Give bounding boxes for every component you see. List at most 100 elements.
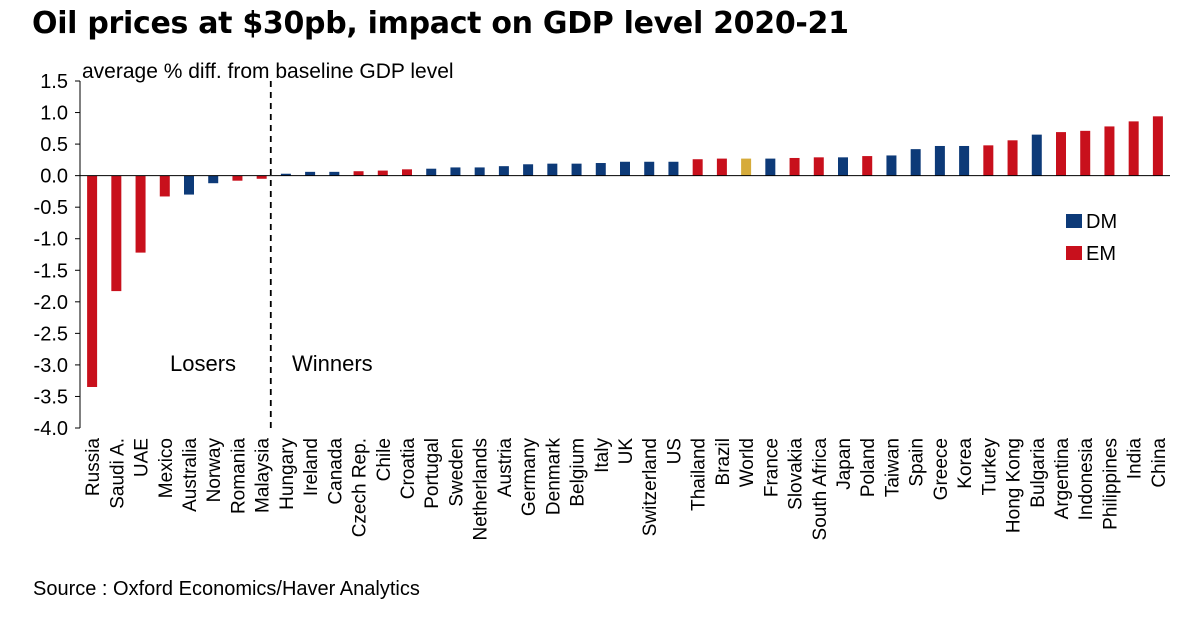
bar-uae [135, 175, 146, 253]
x-tick-label: Portugal [422, 438, 443, 509]
y-tick-label: -3.5 [34, 386, 68, 408]
bar-hungary [280, 173, 291, 176]
bar-denmark [547, 163, 558, 176]
source-note: Source : Oxford Economics/Haver Analytic… [33, 578, 420, 600]
x-tick-label: Switzerland [640, 438, 661, 536]
y-tick-label: 1.0 [40, 103, 68, 125]
bar-canada [329, 171, 340, 176]
x-tick-label: Ireland [301, 438, 322, 496]
x-tick-label: China [1149, 438, 1170, 488]
bar-spain [910, 149, 921, 176]
bar-hong-kong [1007, 140, 1018, 176]
x-tick-label: Argentina [1052, 438, 1073, 520]
x-tick-label: Canada [325, 438, 346, 505]
x-tick-label: Brazil [713, 438, 734, 486]
x-tick-label: Hungary [277, 438, 298, 510]
bar-world [741, 158, 752, 176]
bar-poland [862, 156, 873, 176]
bar-australia [184, 175, 194, 195]
bar-bulgaria [1031, 134, 1042, 176]
x-tick-label: Norway [204, 438, 225, 503]
x-tick-labels: Russia Saudi A. UAE Mexico Australia Norway Ro… [83, 437, 1170, 540]
x-tick-label: US [664, 438, 685, 464]
x-tick-label: Mexico [156, 438, 177, 498]
x-tick-label: Indonesia [1076, 438, 1097, 521]
x-tick-label: Poland [858, 438, 879, 497]
bar-sweden [450, 167, 461, 176]
x-tick-label: Philippines [1100, 438, 1121, 530]
bar-south-africa [813, 157, 824, 176]
bar-brazil [716, 158, 727, 176]
losers-annotation: Losers [170, 351, 236, 376]
winners-annotation: Winners [292, 351, 373, 376]
bar-thailand [692, 159, 703, 176]
x-tick-label: Netherlands [471, 438, 492, 540]
x-tick-label: Bulgaria [1028, 438, 1049, 508]
y-tick-label: 0.5 [40, 134, 68, 156]
chart-title: Oil prices at $30pb, impact on GDP level… [32, 6, 849, 41]
x-tick-label: UAE [132, 438, 153, 477]
x-tick-label: Slovakia [786, 438, 807, 510]
x-tick-label: Spain [907, 438, 928, 487]
y-tick-label: -4.0 [34, 418, 68, 440]
bar-philippines [1104, 126, 1115, 176]
x-tick-label: Taiwan [882, 438, 903, 497]
x-tick-label: India [1125, 438, 1146, 480]
bar-china [1152, 116, 1163, 176]
x-tick-label: Denmark [543, 437, 564, 515]
bar-germany [523, 164, 534, 176]
x-tick-label: Chile [374, 438, 395, 481]
y-tick-label: -2.0 [34, 292, 68, 314]
x-tick-label: Sweden [446, 438, 467, 507]
legend-swatch-dm [1066, 214, 1082, 228]
y-axis-label: average % diff. from baseline GDP level [82, 60, 454, 83]
legend: DM EM [1066, 211, 1117, 265]
bar-indonesia [1080, 130, 1091, 176]
legend-label-dm: DM [1086, 211, 1117, 233]
x-tick-label: World [737, 438, 758, 487]
x-tick-label: Australia [180, 438, 201, 512]
bar-czech-rep [353, 171, 364, 176]
x-tick-label: Czech Rep. [350, 438, 371, 537]
bar-austria [498, 166, 509, 176]
bar-russia [87, 175, 98, 387]
x-tick-label: Japan [834, 438, 855, 490]
bar-romania [232, 175, 243, 181]
x-tick-label: Germany [519, 438, 540, 517]
x-tick-label: Saudi A. [107, 438, 128, 509]
x-tick-label: Romania [228, 438, 249, 514]
bar-uk [620, 161, 630, 176]
x-tick-label: Malaysia [253, 438, 274, 513]
x-tick-label: Italy [592, 438, 613, 473]
legend-swatch-em [1066, 246, 1082, 260]
y-tick-label: -1.0 [34, 229, 68, 251]
bar-switzerland [644, 161, 655, 176]
bar-france [765, 158, 776, 176]
x-tick-label: Croatia [398, 438, 419, 500]
y-tick-label: -3.0 [34, 355, 68, 377]
y-axis: 1.5 1.0 0.5 0.0 -0.5 -1.0 -1.5 -2.0 -2.5 -3.0 -3.5… [34, 71, 81, 440]
x-tick-label: Korea [955, 438, 976, 489]
bars [87, 116, 1163, 387]
bar-taiwan [886, 155, 897, 176]
bar-slovakia [789, 157, 800, 176]
bar-norway [208, 175, 219, 184]
x-tick-label: Turkey [979, 438, 1000, 496]
bar-india [1128, 121, 1139, 176]
bar-ireland [305, 171, 316, 176]
bar-argentina [1056, 132, 1066, 176]
bar-croatia [402, 169, 412, 176]
y-tick-label: -2.5 [34, 323, 68, 345]
x-tick-label: South Africa [810, 438, 831, 541]
x-tick-label: Hong Kong [1004, 438, 1025, 533]
bar-chile [377, 170, 388, 176]
bar-turkey [983, 145, 994, 176]
bar-portugal [426, 168, 437, 176]
bar-mexico [159, 175, 170, 197]
bar-malaysia [256, 175, 267, 179]
x-tick-label: Greece [931, 438, 952, 500]
legend-label-em: EM [1086, 243, 1116, 265]
bar-us [668, 161, 679, 176]
bar-japan [838, 157, 848, 176]
